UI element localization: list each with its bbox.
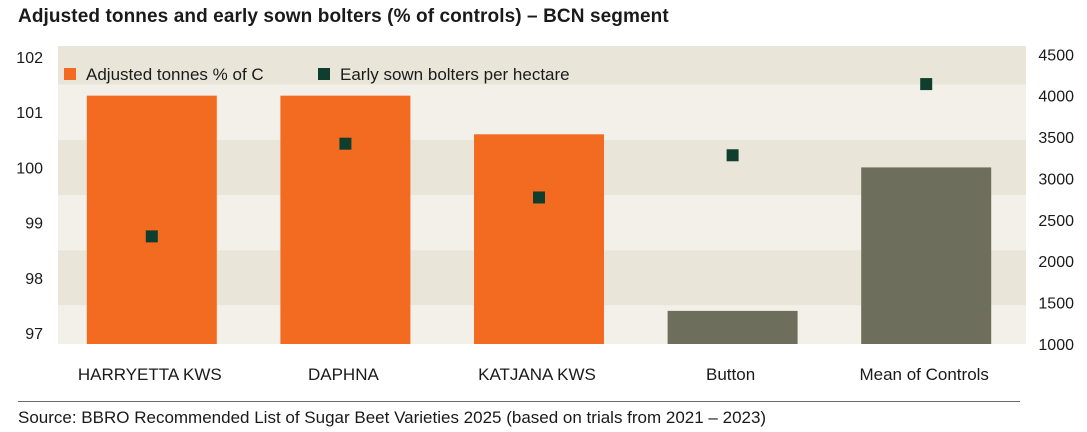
source-divider xyxy=(18,401,1020,402)
left-tick-label: 100 xyxy=(16,160,43,177)
right-tick-label: 4500 xyxy=(1038,47,1074,64)
marker-button xyxy=(726,149,739,162)
marker-mean-of-controls xyxy=(920,78,933,91)
bar-button xyxy=(667,310,798,344)
bar-harryetta-kws xyxy=(86,95,217,345)
category-label: Button xyxy=(706,365,755,384)
bolter-markers xyxy=(145,78,933,243)
right-tick-label: 3500 xyxy=(1038,130,1074,147)
category-label: KATJANA KWS xyxy=(478,365,596,384)
category-label: HARRYETTA KWS xyxy=(78,365,222,384)
right-tick-label: 4000 xyxy=(1038,89,1074,106)
right-axis-ticks: 1000 1500 2000 2500 3000 3500 4000 4500 xyxy=(1038,47,1074,354)
background-band xyxy=(58,84,1026,140)
chart: 97 98 99 100 101 102 1000 1500 2000 2500 3000 3500… xyxy=(16,46,1074,384)
legend-label-bolters: Early sown bolters per hectare xyxy=(340,65,570,84)
marker-harryetta-kws xyxy=(145,230,158,243)
marker-daphna xyxy=(339,137,352,150)
left-axis-ticks: 97 98 99 100 101 102 xyxy=(16,50,43,343)
right-tick-label: 1500 xyxy=(1038,296,1074,313)
source-note: Source: BBRO Recommended List of Sugar B… xyxy=(18,408,767,427)
marker-katjana-kws xyxy=(533,191,545,204)
category-labels: HARRYETTA KWS DAPHNA KATJANA KWS Button Mean… xyxy=(78,365,989,384)
chart-title: Adjusted tonnes and early sown bolters (… xyxy=(18,6,669,27)
bar-daphna xyxy=(280,95,411,345)
left-tick-label: 102 xyxy=(16,50,43,67)
bar-mean-of-controls xyxy=(861,167,992,344)
background-band xyxy=(58,46,1026,85)
left-tick-label: 101 xyxy=(16,105,43,122)
right-tick-label: 2500 xyxy=(1038,213,1074,230)
left-tick-label: 99 xyxy=(25,216,43,233)
right-tick-label: 3000 xyxy=(1038,171,1074,188)
right-tick-label: 1000 xyxy=(1038,337,1074,354)
right-tick-label: 2000 xyxy=(1038,254,1074,271)
category-label: DAPHNA xyxy=(308,365,380,384)
left-tick-label: 97 xyxy=(25,326,43,343)
legend-swatch-varieties xyxy=(64,68,76,80)
left-tick-label: 98 xyxy=(25,271,43,288)
legend-swatch-bolters xyxy=(318,68,330,80)
bars xyxy=(86,95,992,345)
legend: Adjusted tonnes % of C Early sown bolter… xyxy=(64,65,570,84)
bar-katjana-kws xyxy=(474,134,604,344)
category-label: Mean of Controls xyxy=(859,365,988,384)
legend-label-adjusted-tonnes: Adjusted tonnes % of C xyxy=(86,65,264,84)
